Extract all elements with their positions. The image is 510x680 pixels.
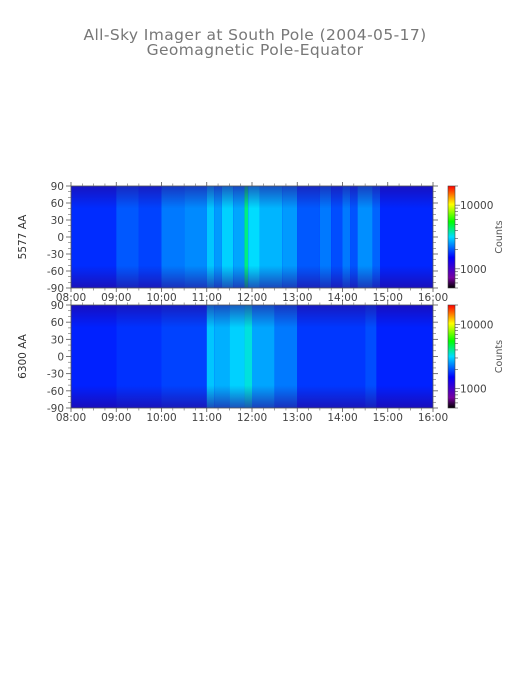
x-tick-label: 13:00 [282,412,312,424]
x-tick-label: 08:00 [56,412,86,424]
x-tick-label: 16:00 [418,412,448,424]
y-tick-label: 0 [57,232,64,244]
y-tick-label: -60 [47,386,64,398]
x-tick-label: 09:00 [101,292,131,304]
x-tick-label: 10:00 [146,412,176,424]
y-tick-label: -90 [47,403,64,415]
x-tick-label: 13:00 [282,292,312,304]
colorbar-label: Counts [494,220,505,253]
y-tick-label: -30 [47,249,64,261]
x-tick-label: 08:00 [56,292,86,304]
heatmap-edge-shading [71,186,433,288]
x-tick-label: 11:00 [192,412,222,424]
colorbar [447,185,456,289]
x-tick-label: 15:00 [373,292,403,304]
y-tick-label: 0 [57,352,64,364]
x-tick-label: 09:00 [101,412,131,424]
y-tick-label: 60 [51,198,64,210]
y-tick-label: 30 [51,215,64,227]
colorbar-tick-label: 10000 [460,200,493,212]
y-tick-label: -30 [47,369,64,381]
chart-subtitle: Geomagnetic Pole-Equator [146,41,364,59]
y-tick-label: 90 [51,181,64,193]
y-axis-label: 5577 AA [17,214,29,260]
y-tick-label: -60 [47,266,64,278]
y-tick-label: 90 [51,300,64,312]
x-tick-label: 10:00 [146,292,176,304]
colorbar-label: Counts [494,340,505,373]
x-tick-label: 14:00 [327,412,357,424]
heatmap-edge-shading [71,305,433,408]
y-tick-label: 60 [51,317,64,329]
y-tick-label: 30 [51,334,64,346]
y-tick-label: -90 [47,283,64,295]
colorbar-tick-label: 1000 [460,264,487,276]
y-axis-label: 6300 AA [17,333,29,379]
x-tick-label: 12:00 [237,412,267,424]
x-tick-label: 11:00 [192,292,222,304]
colorbar [447,304,456,409]
x-tick-label: 12:00 [237,292,267,304]
x-tick-label: 15:00 [373,412,403,424]
colorbar-tick-label: 1000 [460,384,487,396]
x-tick-label: 14:00 [327,292,357,304]
x-tick-label: 16:00 [418,292,448,304]
colorbar-tick-label: 10000 [460,319,493,331]
chart-title: All-Sky Imager at South Pole (2004-05-17… [83,26,427,44]
